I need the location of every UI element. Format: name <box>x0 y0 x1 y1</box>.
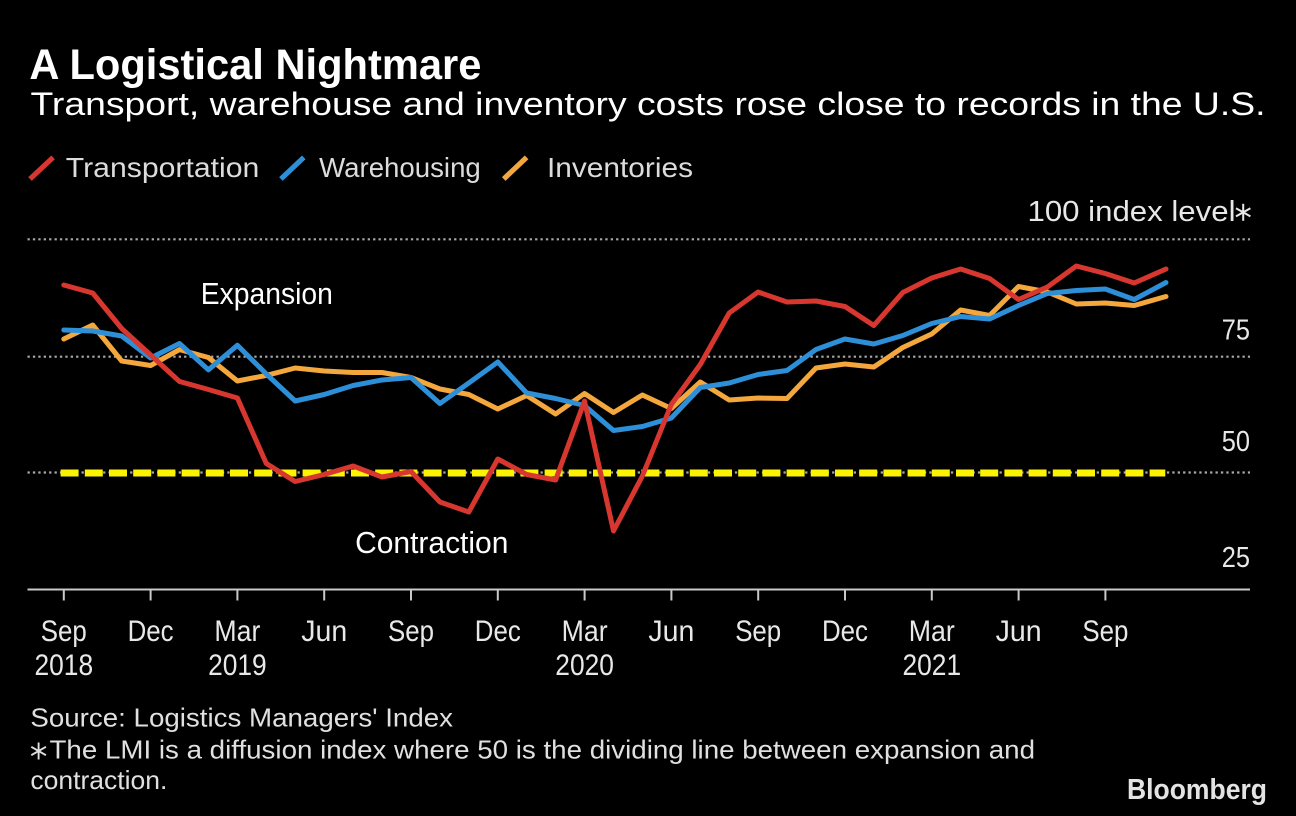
svg-text:Mar: Mar <box>909 615 955 648</box>
svg-text:25: 25 <box>1222 542 1250 574</box>
svg-text:Sep: Sep <box>41 615 87 648</box>
svg-text:Source: Logistics Managers' In: Source: Logistics Managers' Index <box>30 702 453 732</box>
svg-text:Transport, warehouse and inven: Transport, warehouse and inventory costs… <box>31 86 1266 122</box>
svg-text:Sep: Sep <box>388 615 434 648</box>
svg-text:contraction.: contraction. <box>30 765 167 795</box>
svg-text:Warehousing: Warehousing <box>319 152 481 183</box>
svg-text:75: 75 <box>1222 315 1250 347</box>
svg-text:Bloomberg: Bloomberg <box>1127 774 1267 806</box>
svg-text:Sep: Sep <box>735 615 781 648</box>
svg-text:Dec: Dec <box>475 615 521 648</box>
svg-text:The LMI is a diffusion index w: The LMI is a diffusion index where 50 is… <box>50 734 1036 764</box>
svg-text:Sep: Sep <box>1082 615 1128 648</box>
svg-text:2020: 2020 <box>555 649 614 682</box>
svg-text:Inventories: Inventories <box>547 152 693 183</box>
svg-text:2021: 2021 <box>903 649 962 682</box>
svg-text:2019: 2019 <box>208 649 267 682</box>
svg-text:Transportation: Transportation <box>66 152 259 183</box>
svg-text:Jun: Jun <box>301 615 347 648</box>
svg-text:Jun: Jun <box>996 615 1042 648</box>
svg-text:Dec: Dec <box>128 615 174 648</box>
svg-text:Dec: Dec <box>822 615 868 648</box>
svg-text:2018: 2018 <box>35 649 94 682</box>
svg-text:Mar: Mar <box>214 615 260 648</box>
svg-text:Mar: Mar <box>562 615 608 648</box>
svg-text:Jun: Jun <box>648 615 694 648</box>
svg-text:Contraction: Contraction <box>355 526 508 560</box>
svg-text:50: 50 <box>1222 426 1250 458</box>
svg-text:100 index level: 100 index level <box>1028 196 1236 228</box>
svg-text:A Logistical Nightmare: A Logistical Nightmare <box>29 41 481 89</box>
svg-text:Expansion: Expansion <box>201 277 333 311</box>
